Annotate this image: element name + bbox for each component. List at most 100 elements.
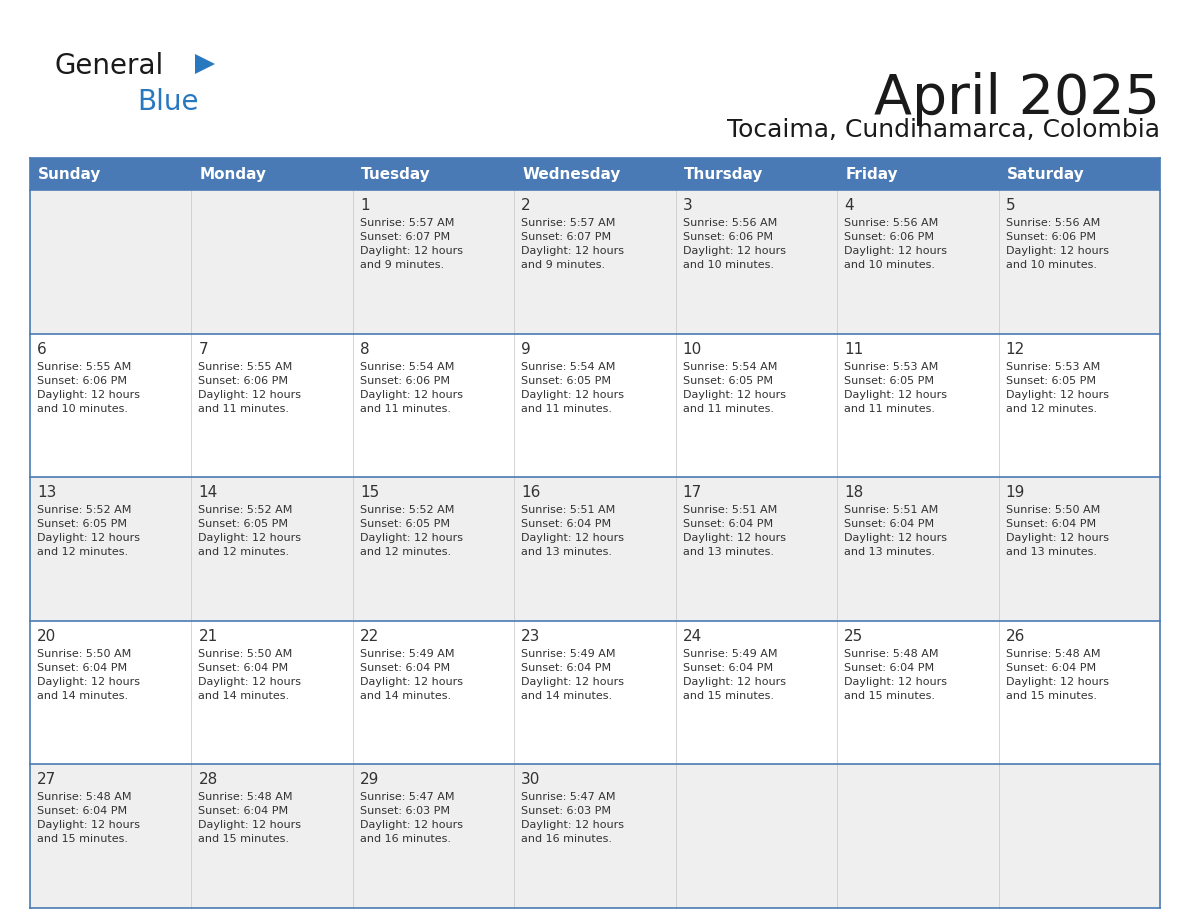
Text: Tocaima, Cundinamarca, Colombia: Tocaima, Cundinamarca, Colombia [727,118,1159,142]
Bar [838,477,999,621]
Text: Friday: Friday [845,166,898,182]
Bar [191,333,353,477]
Text: Tuesday: Tuesday [361,166,430,182]
Bar [514,765,676,908]
Bar [838,621,999,765]
Bar [838,765,999,908]
Text: 6: 6 [37,341,46,356]
Text: 15: 15 [360,486,379,500]
Text: Sunrise: 5:56 AM
Sunset: 6:06 PM
Daylight: 12 hours
and 10 minutes.: Sunrise: 5:56 AM Sunset: 6:06 PM Dayligh… [683,218,785,270]
Text: 8: 8 [360,341,369,356]
Bar [191,190,353,333]
Text: Sunrise: 5:55 AM
Sunset: 6:06 PM
Daylight: 12 hours
and 11 minutes.: Sunrise: 5:55 AM Sunset: 6:06 PM Dayligh… [198,362,302,414]
Text: Blue: Blue [137,88,198,116]
Text: General: General [55,52,164,80]
Text: Sunrise: 5:54 AM
Sunset: 6:06 PM
Daylight: 12 hours
and 11 minutes.: Sunrise: 5:54 AM Sunset: 6:06 PM Dayligh… [360,362,463,414]
Text: Sunrise: 5:57 AM
Sunset: 6:07 PM
Daylight: 12 hours
and 9 minutes.: Sunrise: 5:57 AM Sunset: 6:07 PM Dayligh… [360,218,463,270]
Text: 9: 9 [522,341,531,356]
Text: Sunrise: 5:52 AM
Sunset: 6:05 PM
Daylight: 12 hours
and 12 minutes.: Sunrise: 5:52 AM Sunset: 6:05 PM Dayligh… [360,505,463,557]
Text: 29: 29 [360,772,379,788]
Text: 18: 18 [845,486,864,500]
Text: Sunrise: 5:54 AM
Sunset: 6:05 PM
Daylight: 12 hours
and 11 minutes.: Sunrise: 5:54 AM Sunset: 6:05 PM Dayligh… [683,362,785,414]
Text: Sunrise: 5:53 AM
Sunset: 6:05 PM
Daylight: 12 hours
and 11 minutes.: Sunrise: 5:53 AM Sunset: 6:05 PM Dayligh… [845,362,947,414]
Text: Sunrise: 5:48 AM
Sunset: 6:04 PM
Daylight: 12 hours
and 15 minutes.: Sunrise: 5:48 AM Sunset: 6:04 PM Dayligh… [1005,649,1108,700]
Bar [999,333,1159,477]
Bar [30,477,191,621]
Bar [353,477,514,621]
Bar [514,477,676,621]
Text: Sunrise: 5:54 AM
Sunset: 6:05 PM
Daylight: 12 hours
and 11 minutes.: Sunrise: 5:54 AM Sunset: 6:05 PM Dayligh… [522,362,624,414]
Bar [514,158,676,190]
Bar [676,621,838,765]
Polygon shape [195,54,215,74]
Bar [353,765,514,908]
Bar [676,333,838,477]
Bar [514,621,676,765]
Text: Sunrise: 5:53 AM
Sunset: 6:05 PM
Daylight: 12 hours
and 12 minutes.: Sunrise: 5:53 AM Sunset: 6:05 PM Dayligh… [1005,362,1108,414]
Text: Sunrise: 5:47 AM
Sunset: 6:03 PM
Daylight: 12 hours
and 16 minutes.: Sunrise: 5:47 AM Sunset: 6:03 PM Dayligh… [360,792,463,845]
Bar [676,477,838,621]
Text: 10: 10 [683,341,702,356]
Bar [676,158,838,190]
Text: 26: 26 [1005,629,1025,644]
Text: 23: 23 [522,629,541,644]
Text: 11: 11 [845,341,864,356]
Text: 16: 16 [522,486,541,500]
Text: 7: 7 [198,341,208,356]
Text: 17: 17 [683,486,702,500]
Text: 21: 21 [198,629,217,644]
Text: Sunrise: 5:48 AM
Sunset: 6:04 PM
Daylight: 12 hours
and 15 minutes.: Sunrise: 5:48 AM Sunset: 6:04 PM Dayligh… [845,649,947,700]
Text: 3: 3 [683,198,693,213]
Text: April 2025: April 2025 [874,72,1159,126]
Text: 22: 22 [360,629,379,644]
Text: Thursday: Thursday [684,166,763,182]
Bar [353,621,514,765]
Bar [191,765,353,908]
Text: Wednesday: Wednesday [523,166,620,182]
Text: 30: 30 [522,772,541,788]
Bar [30,190,191,333]
Text: Monday: Monday [200,166,266,182]
Text: 13: 13 [37,486,56,500]
Text: 4: 4 [845,198,854,213]
Text: Saturday: Saturday [1006,166,1085,182]
Bar [353,333,514,477]
Text: Sunrise: 5:50 AM
Sunset: 6:04 PM
Daylight: 12 hours
and 14 minutes.: Sunrise: 5:50 AM Sunset: 6:04 PM Dayligh… [198,649,302,700]
Bar [191,621,353,765]
Bar [838,333,999,477]
Text: Sunrise: 5:56 AM
Sunset: 6:06 PM
Daylight: 12 hours
and 10 minutes.: Sunrise: 5:56 AM Sunset: 6:06 PM Dayligh… [1005,218,1108,270]
Text: 19: 19 [1005,486,1025,500]
Bar [676,765,838,908]
Bar [353,158,514,190]
Text: Sunrise: 5:52 AM
Sunset: 6:05 PM
Daylight: 12 hours
and 12 minutes.: Sunrise: 5:52 AM Sunset: 6:05 PM Dayligh… [37,505,140,557]
Bar [30,765,191,908]
Text: 1: 1 [360,198,369,213]
Text: Sunday: Sunday [38,166,101,182]
Bar [999,158,1159,190]
Bar [191,158,353,190]
Bar [353,190,514,333]
Text: Sunrise: 5:52 AM
Sunset: 6:05 PM
Daylight: 12 hours
and 12 minutes.: Sunrise: 5:52 AM Sunset: 6:05 PM Dayligh… [198,505,302,557]
Text: Sunrise: 5:51 AM
Sunset: 6:04 PM
Daylight: 12 hours
and 13 minutes.: Sunrise: 5:51 AM Sunset: 6:04 PM Dayligh… [683,505,785,557]
Text: Sunrise: 5:51 AM
Sunset: 6:04 PM
Daylight: 12 hours
and 13 minutes.: Sunrise: 5:51 AM Sunset: 6:04 PM Dayligh… [845,505,947,557]
Text: Sunrise: 5:48 AM
Sunset: 6:04 PM
Daylight: 12 hours
and 15 minutes.: Sunrise: 5:48 AM Sunset: 6:04 PM Dayligh… [37,792,140,845]
Text: Sunrise: 5:49 AM
Sunset: 6:04 PM
Daylight: 12 hours
and 14 minutes.: Sunrise: 5:49 AM Sunset: 6:04 PM Dayligh… [360,649,463,700]
Text: Sunrise: 5:55 AM
Sunset: 6:06 PM
Daylight: 12 hours
and 10 minutes.: Sunrise: 5:55 AM Sunset: 6:06 PM Dayligh… [37,362,140,414]
Bar [30,158,191,190]
Text: 14: 14 [198,486,217,500]
Bar [999,621,1159,765]
Text: 20: 20 [37,629,56,644]
Text: 25: 25 [845,629,864,644]
Text: Sunrise: 5:47 AM
Sunset: 6:03 PM
Daylight: 12 hours
and 16 minutes.: Sunrise: 5:47 AM Sunset: 6:03 PM Dayligh… [522,792,624,845]
Text: 27: 27 [37,772,56,788]
Text: Sunrise: 5:56 AM
Sunset: 6:06 PM
Daylight: 12 hours
and 10 minutes.: Sunrise: 5:56 AM Sunset: 6:06 PM Dayligh… [845,218,947,270]
Text: 2: 2 [522,198,531,213]
Bar [514,333,676,477]
Text: Sunrise: 5:49 AM
Sunset: 6:04 PM
Daylight: 12 hours
and 15 minutes.: Sunrise: 5:49 AM Sunset: 6:04 PM Dayligh… [683,649,785,700]
Bar [191,477,353,621]
Text: Sunrise: 5:49 AM
Sunset: 6:04 PM
Daylight: 12 hours
and 14 minutes.: Sunrise: 5:49 AM Sunset: 6:04 PM Dayligh… [522,649,624,700]
Bar [999,477,1159,621]
Text: 12: 12 [1005,341,1025,356]
Bar [676,190,838,333]
Text: Sunrise: 5:51 AM
Sunset: 6:04 PM
Daylight: 12 hours
and 13 minutes.: Sunrise: 5:51 AM Sunset: 6:04 PM Dayligh… [522,505,624,557]
